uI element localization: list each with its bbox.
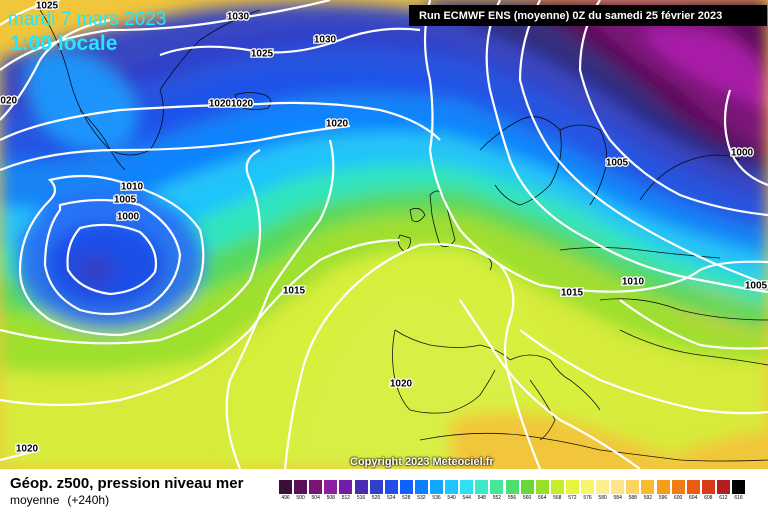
legend-tick-label: 532 [417,495,426,501]
copyright-notice: Copyright 2023 Meteociel.fr [350,456,494,468]
legend-tick-label: 544 [462,495,471,501]
isobar-label: 1005 [114,195,137,206]
legend-tick-label: 568 [553,495,562,501]
legend-tick-label: 536 [432,495,441,501]
legend-tick-label: 508 [326,495,335,501]
map-title: Géop. z500, pression niveau mer [10,475,244,492]
legend-tick-label: 576 [583,495,592,501]
isobar-label: 1000 [117,212,140,223]
legend-swatch [656,480,670,494]
legend-tick-label: 540 [447,495,456,501]
legend-swatch [626,480,640,494]
isobar-label: 1030 [227,12,250,23]
isobar-label: 1020 [209,99,232,110]
legend-swatch [611,480,625,494]
weather-map: 1025103010301025102010201020102010101005… [0,0,768,469]
isobar-label: 1015 [561,288,584,299]
legend-swatch [686,480,700,494]
forecast-date: mardi 7 mars 2023 [8,9,167,30]
legend-tick-label: 592 [643,495,653,501]
legend-tick-label: 596 [658,495,668,501]
legend-swatch [324,480,338,494]
isobar-label: 1005 [745,281,768,292]
map-subtitle-range: (+240h) [67,493,110,507]
legend-swatch [701,480,715,494]
isobar-label: 1020 [231,99,254,110]
legend-tick-label: 520 [371,495,381,501]
legend-tick-label: 608 [704,495,713,501]
legend-tick-label: 528 [402,495,411,501]
legend-tick-label: 580 [598,495,607,501]
isobar-label: 1025 [36,1,59,12]
forecast-time: 1:00 locale [10,32,118,55]
isobar-label: 1020 [390,379,413,390]
isobar-label: 1030 [314,35,337,46]
legend-swatch [641,480,655,494]
legend-swatch [430,480,443,494]
legend-swatch [520,480,534,494]
legend-swatch [505,480,519,494]
legend-tick-label: 584 [613,495,622,501]
isobar-label: 1020 [16,444,39,455]
legend-tick-label: 564 [538,495,547,501]
isobar-label: 1010 [622,277,645,288]
legend-tick-label: 612 [719,495,728,501]
legend-tick-label: 496 [281,495,290,501]
legend-swatch [294,480,308,494]
legend-swatch [581,480,594,494]
legend-swatch [671,480,685,494]
legend-swatch [475,480,489,494]
map-subtitle-type: moyenne [10,493,60,507]
isobar-label: 1005 [606,158,629,169]
legend-swatch [535,480,549,494]
legend-tick-label: 560 [522,495,532,501]
geopotential-field: 1025103010301025102010201020102010101005… [0,0,768,469]
legend-swatch [460,480,474,494]
map-subtitle: moyenne (+240h) [10,493,109,507]
run-info-text: Run ECMWF ENS (moyenne) 0Z du samedi 25 … [419,9,723,22]
legend-swatch [369,480,383,494]
legend-swatch [445,480,459,494]
isobar-label: 1010 [121,182,144,193]
legend-tick-label: 600 [673,495,683,501]
legend-tick-label: 500 [296,495,305,501]
color-legend: 496 500 504 508 512 516 520 524 528 532 536 540 544 5… [279,480,747,502]
legend-tick-label: 604 [689,495,698,501]
legend-swatch [279,480,292,494]
legend-swatch [732,480,745,494]
legend-swatch [414,480,428,494]
legend-swatch [550,480,564,494]
legend-swatch [309,480,323,494]
legend-swatch [354,480,368,494]
isobar-label: 1020 [0,96,18,107]
legend-swatch [339,480,353,494]
legend-tick-label: 504 [311,495,320,501]
legend-tick-label: 588 [628,495,637,501]
isobar-label: 1020 [326,119,349,130]
legend-tick-label: 512 [341,495,351,501]
legend-tick-label: 548 [477,495,486,501]
legend-swatch [490,480,504,494]
map-footer: Géop. z500, pression niveau mer moyenne (… [0,469,768,512]
legend-swatch [399,480,413,494]
isobar-label: 1025 [251,49,274,60]
isobar-label: 1015 [283,286,306,297]
legend-tick-label: 616 [734,495,743,501]
legend-tick-label: 524 [387,495,396,501]
legend-tick-label: 516 [356,495,366,501]
legend-swatch [565,480,579,494]
legend-tick-label: 572 [568,495,577,501]
legend-swatch [596,480,610,494]
run-info-banner: Run ECMWF ENS (moyenne) 0Z du samedi 25 … [409,5,767,26]
legend-tick-label: 556 [507,495,517,501]
legend-swatch [716,480,730,494]
legend-tick-label: 552 [492,495,502,501]
isobar-labels: 1025103010301025102010201020102010101005… [0,0,768,456]
isobars [0,0,768,469]
legend-swatch [384,480,398,494]
isobar-label: 1000 [731,148,754,159]
